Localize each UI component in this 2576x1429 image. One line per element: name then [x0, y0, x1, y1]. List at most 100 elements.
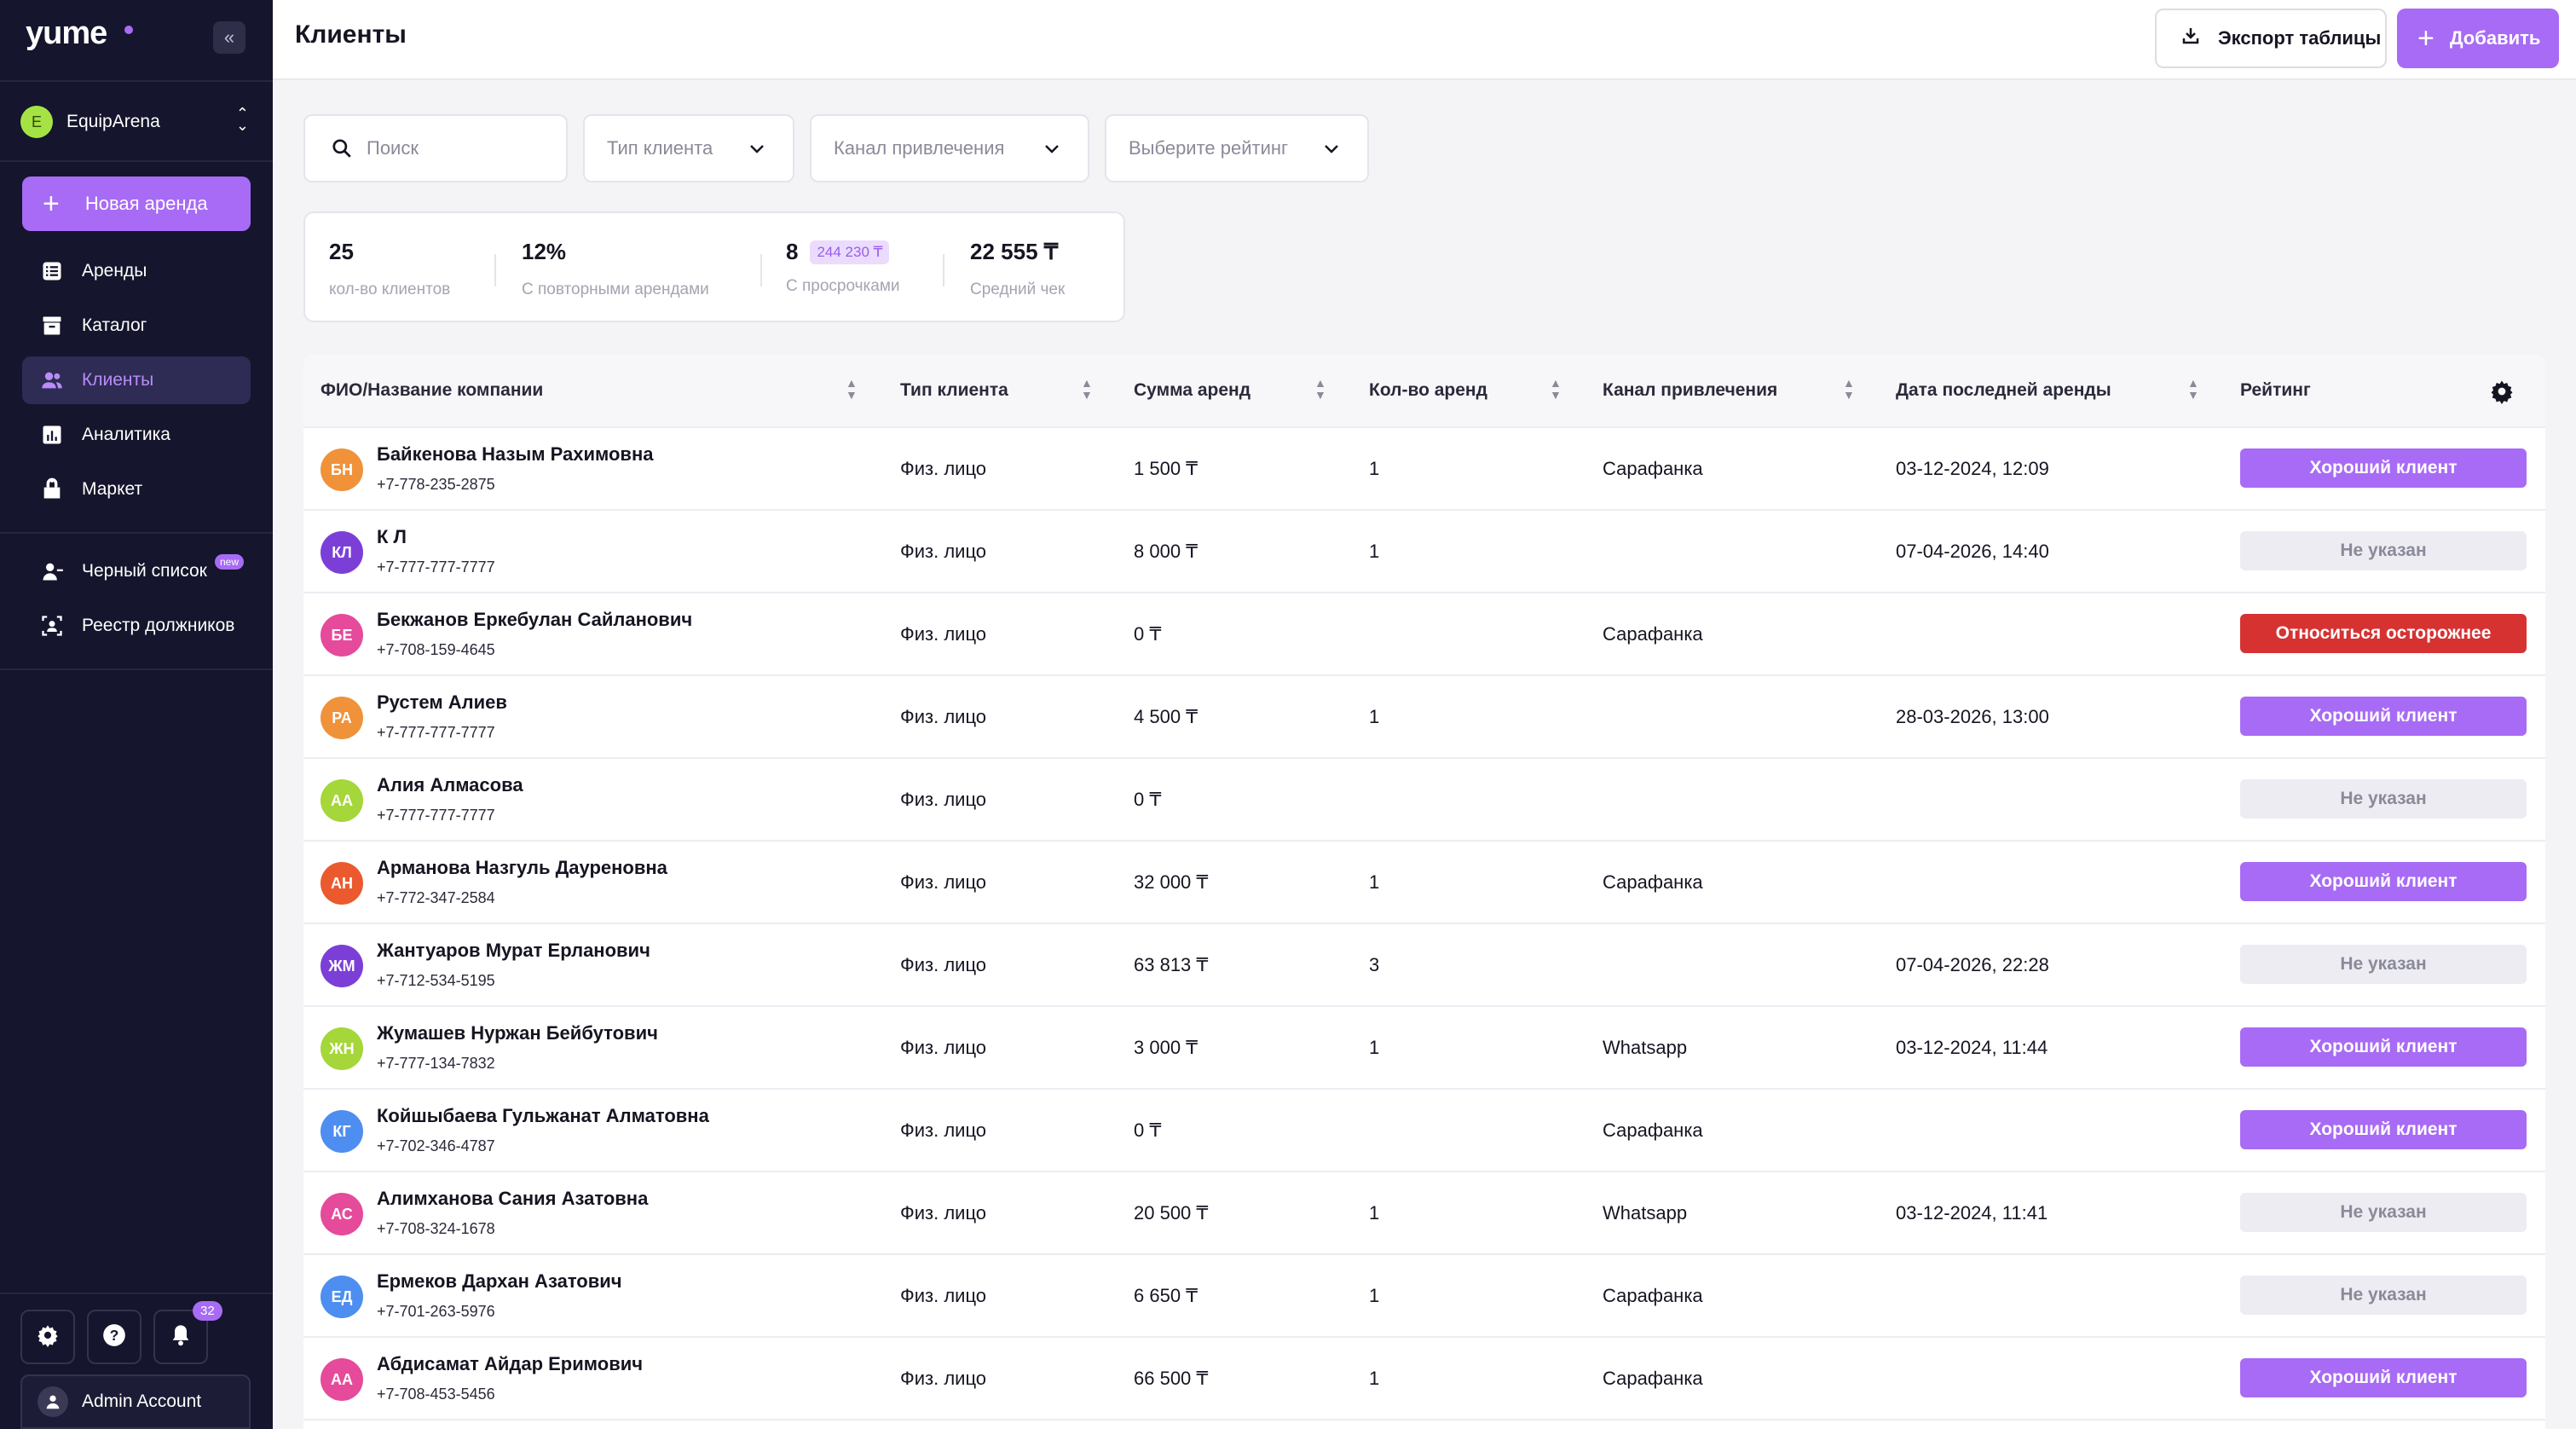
client-name[interactable]: Абдисамат Айдар Еримович [377, 1353, 644, 1374]
column-header-rating: Рейтинг [2240, 380, 2311, 400]
rating-badge[interactable]: Хороший клиент [2240, 1110, 2527, 1149]
rating-badge[interactable]: Не указан [2240, 1193, 2527, 1232]
stat-overdue: 8 244 230 ₸ С просрочками [786, 239, 900, 296]
sidebar-item-label: Каталог [82, 315, 147, 335]
rent-count: 1 [1369, 1037, 1380, 1058]
stat-value: 22 555 ₸ [970, 239, 1059, 264]
column-header-count[interactable]: Кол-во аренд [1369, 380, 1487, 400]
client-name[interactable]: К Л [377, 526, 407, 547]
table-row[interactable]: ЕД Ермеков Дархан Азатович +7-701-263-5976… [303, 1255, 2545, 1338]
client-type-select[interactable]: Тип клиента [583, 114, 794, 182]
rating-select[interactable]: Выберите рейтинг [1105, 114, 1369, 182]
rent-sum: 0 ₸ [1134, 1119, 1162, 1141]
user-block-icon [39, 558, 65, 584]
settings-button[interactable] [20, 1310, 75, 1364]
client-name[interactable]: Жантуаров Мурат Ерланович [377, 940, 650, 961]
table-row[interactable]: КЛ К Л +7-777-777-7777 Физ. лицо 8 000 ₸ 1 07-… [303, 511, 2545, 593]
client-name[interactable]: Ермеков Дархан Азатович [377, 1270, 622, 1292]
app-logo[interactable]: yume [26, 15, 107, 51]
client-avatar: ЖМ [321, 945, 363, 987]
client-name[interactable]: Арманова Назгуль Дауреновна [377, 857, 667, 878]
table-row[interactable]: ЖМ Жантуаров Мурат Ерланович +7-712-534-51… [303, 924, 2545, 1007]
collapse-sidebar-button[interactable]: « [213, 21, 245, 54]
sort-icon[interactable]: ▲ ▼ [2187, 376, 2199, 402]
table-row[interactable]: РА Рустем Алиев +7-777-777-7777 Физ. лицо 4 … [303, 676, 2545, 759]
client-type: Физ. лицо [900, 623, 987, 645]
sort-icon[interactable]: ▲ ▼ [1314, 376, 1326, 402]
table-row[interactable]: ЖН Жумашев Нуржан Бейбутович +7-777-134-78… [303, 1007, 2545, 1090]
org-name: EquipArena [66, 112, 160, 131]
search-input[interactable]: Поиск [303, 114, 568, 182]
acquisition-channel: Whatsapp [1603, 1037, 1688, 1058]
column-header-type[interactable]: Тип клиента [900, 380, 1008, 400]
column-header-sum[interactable]: Сумма аренд [1134, 380, 1251, 400]
table-row[interactable]: АА Алия Алмасова +7-777-777-7777 Физ. лицо 0… [303, 759, 2545, 842]
rating-badge[interactable]: Хороший клиент [2240, 1027, 2527, 1067]
client-avatar: АА [321, 1358, 363, 1401]
sidebar-item-analytics[interactable]: Аналитика [22, 411, 251, 459]
sidebar-item-clients[interactable]: Клиенты [22, 356, 251, 404]
column-header-last-date[interactable]: Дата последней аренды [1896, 380, 2111, 400]
notifications-button[interactable]: 32 [153, 1301, 222, 1364]
channel-select[interactable]: Канал привлечения [810, 114, 1089, 182]
column-header-channel[interactable]: Канал привлечения [1603, 380, 1778, 400]
client-name[interactable]: Алимханова Сания Азатовна [377, 1188, 649, 1209]
sort-icon[interactable]: ▲ ▼ [1081, 376, 1093, 402]
page-title: Клиенты [295, 20, 407, 49]
rating-badge[interactable]: Не указан [2240, 945, 2527, 984]
rent-sum: 6 650 ₸ [1134, 1285, 1198, 1306]
rating-badge[interactable]: Не указан [2240, 779, 2527, 819]
table-row[interactable]: БН Байкенова Назым Рахимовна +7-778-235-28… [303, 428, 2545, 511]
rating-badge[interactable]: Хороший клиент [2240, 862, 2527, 901]
client-name[interactable]: Бекжанов Еркебулан Сайланович [377, 609, 693, 630]
last-rent-date: 28-03-2026, 13:00 [1896, 706, 2049, 727]
new-rent-button[interactable]: + Новая аренда [22, 176, 251, 231]
sort-icon[interactable]: ▲ ▼ [846, 376, 858, 402]
client-type-label: Тип клиента [607, 137, 713, 159]
sidebar-item-market[interactable]: Маркет [22, 466, 251, 513]
client-type: Физ. лицо [900, 1037, 987, 1058]
client-name[interactable]: Алия Алмасова [377, 774, 523, 795]
rent-sum: 0 ₸ [1134, 789, 1162, 810]
rent-count: 1 [1369, 1202, 1380, 1224]
table-row[interactable]: БЕ Бекжанов Еркебулан Сайланович +7-708-15… [303, 593, 2545, 676]
rent-sum: 4 500 ₸ [1134, 706, 1198, 727]
table-row[interactable]: АН Арманова Назгуль Дауреновна +7-772-347-… [303, 842, 2545, 924]
add-client-button[interactable]: + Добавить [2397, 9, 2559, 68]
table-row[interactable]: КГ Койшыбаева Гульжанат Алматовна +7-702-3… [303, 1090, 2545, 1172]
client-name[interactable]: Рустем Алиев [377, 691, 507, 713]
table-settings-gear-icon[interactable] [2489, 379, 2515, 408]
export-table-button[interactable]: Экспорт таблицы [2155, 9, 2387, 68]
client-name[interactable]: Байкенова Назым Рахимовна [377, 443, 654, 465]
account-name: Admin Account [82, 1391, 202, 1411]
table-row[interactable]: АА Абдисамат Айдар Еримович +7-708-453-545… [303, 1338, 2545, 1420]
double-chevron-left-icon: « [223, 26, 235, 48]
column-header-name[interactable]: ФИО/Название компании [321, 380, 544, 400]
rating-badge[interactable]: Не указан [2240, 531, 2527, 570]
rating-badge[interactable]: Хороший клиент [2240, 697, 2527, 736]
rating-badge[interactable]: Относиться осторожнее [2240, 614, 2527, 653]
sort-icon[interactable]: ▲ ▼ [1550, 376, 1562, 402]
rating-badge[interactable]: Не указан [2240, 1276, 2527, 1315]
rent-count: 1 [1369, 458, 1380, 479]
rating-badge[interactable]: Хороший клиент [2240, 448, 2527, 488]
sidebar-item-catalog[interactable]: Каталог [22, 302, 251, 350]
rating-badge[interactable]: Хороший клиент [2240, 1358, 2527, 1397]
client-type: Физ. лицо [900, 458, 987, 479]
acquisition-channel: Сарафанка [1603, 871, 1703, 893]
sort-icon[interactable]: ▲ ▼ [1843, 376, 1855, 402]
help-button[interactable]: ? [87, 1310, 142, 1364]
client-name[interactable]: Жумашев Нуржан Бейбутович [377, 1022, 658, 1044]
client-name[interactable]: Койшыбаева Гульжанат Алматовна [377, 1105, 709, 1126]
client-avatar: РА [321, 697, 363, 739]
rent-sum: 20 500 ₸ [1134, 1202, 1209, 1224]
sidebar-item-label: Маркет [82, 479, 143, 499]
account-menu[interactable]: Admin Account [20, 1374, 251, 1429]
sidebar-item-blacklist[interactable]: Черный список new [22, 547, 251, 595]
org-switcher[interactable]: E EquipArena ⌃ ⌄ [20, 102, 252, 142]
rent-sum: 3 000 ₸ [1134, 1037, 1198, 1058]
sidebar-item-rentals[interactable]: Аренды [22, 247, 251, 295]
sidebar-item-debtors[interactable]: Реестр должников [22, 602, 251, 650]
table-row[interactable]: АС Алимханова Сания Азатовна +7-708-324-16… [303, 1172, 2545, 1255]
client-type: Физ. лицо [900, 1202, 987, 1224]
